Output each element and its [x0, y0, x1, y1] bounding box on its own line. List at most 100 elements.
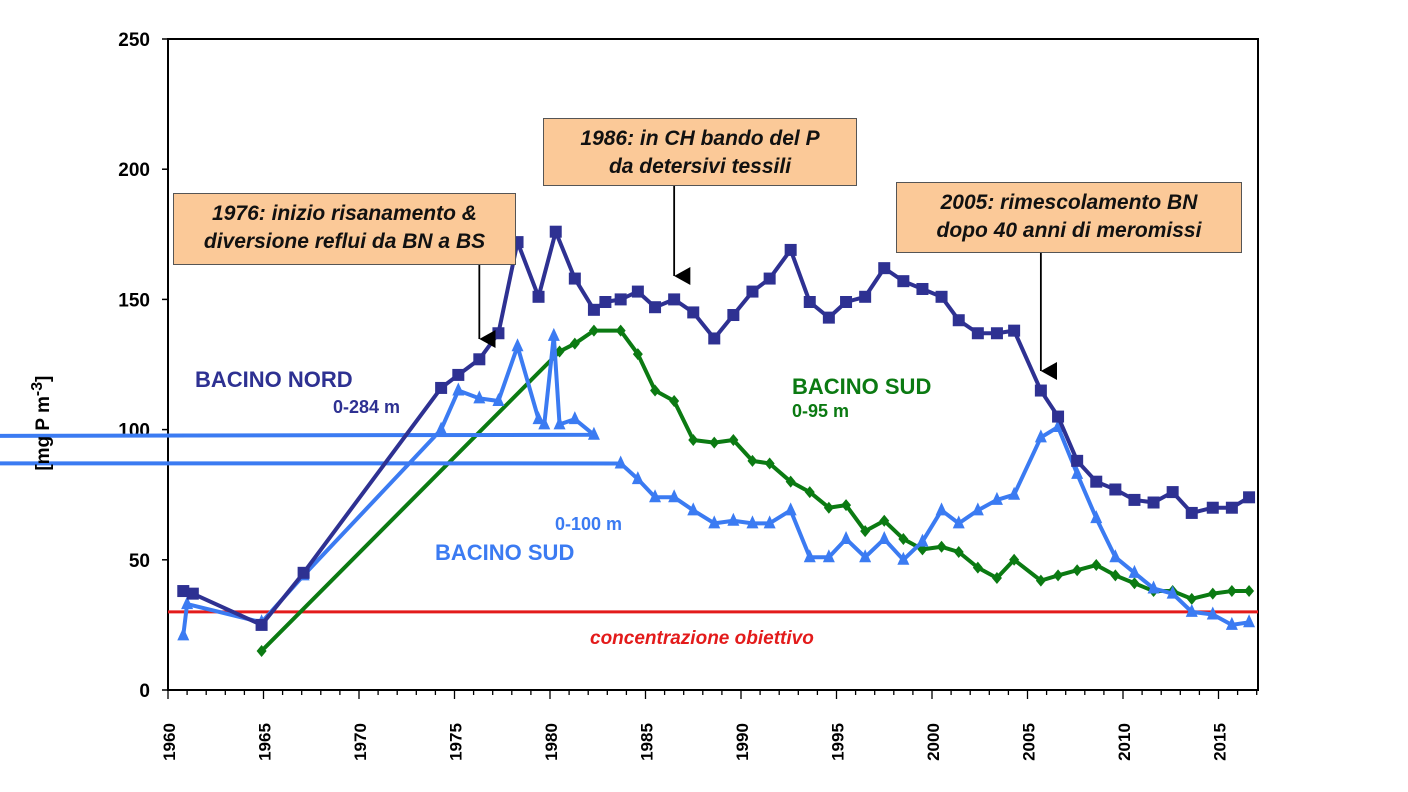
- data-point: [1207, 587, 1218, 600]
- data-point: [1072, 564, 1083, 577]
- data-point: [822, 549, 835, 563]
- data-point: [177, 627, 190, 641]
- data-point: [841, 499, 852, 512]
- data-point: [763, 272, 776, 285]
- data-point: [1225, 501, 1238, 514]
- data-point: [935, 502, 948, 516]
- y-axis-label: [mg P m-3]: [28, 375, 55, 471]
- data-point: [859, 290, 872, 303]
- data-point: [1128, 493, 1141, 506]
- data-point: [935, 290, 948, 303]
- data-point: [1243, 614, 1256, 628]
- data-point: [746, 515, 759, 529]
- data-point: [532, 411, 545, 425]
- data-point: [1034, 429, 1047, 443]
- data-point: [1244, 585, 1255, 598]
- legend-sud95-name: BACINO SUD: [792, 374, 932, 399]
- data-point: [727, 512, 740, 526]
- data-point: [1109, 483, 1122, 496]
- legend-nord-name: BACINO NORD: [195, 367, 353, 392]
- data-point: [669, 394, 680, 407]
- data-point: [1008, 324, 1021, 337]
- data-point: [615, 324, 626, 337]
- data-point: [1185, 506, 1198, 519]
- data-point: [1110, 569, 1121, 582]
- data-point: [879, 514, 890, 527]
- data-point: [1206, 606, 1219, 620]
- data-point: [936, 540, 947, 553]
- data-point: [1109, 549, 1122, 563]
- data-point: [614, 293, 627, 306]
- data-point: [860, 525, 871, 538]
- data-point: [492, 327, 505, 340]
- data-point: [728, 434, 739, 447]
- y-tick-label: 100: [118, 421, 150, 442]
- data-point: [1009, 553, 1020, 566]
- data-point: [568, 272, 581, 285]
- data-point: [859, 549, 872, 563]
- y-tick-label: 0: [139, 681, 150, 702]
- x-tick-label: 2000: [924, 723, 943, 761]
- data-point: [1225, 616, 1238, 630]
- plot-frame: [167, 38, 1259, 691]
- x-tick-label: 2015: [1211, 723, 1230, 761]
- data-point: [1226, 585, 1237, 598]
- data-point: [1052, 410, 1065, 423]
- data-point: [878, 262, 891, 275]
- data-point: [631, 471, 644, 485]
- data-point: [614, 455, 627, 469]
- data-point: [991, 572, 1002, 585]
- data-point: [587, 426, 600, 440]
- data-point: [632, 348, 643, 361]
- annotation-1976: 1976: inizio risanamento & diversione ref…: [173, 193, 516, 265]
- data-point: [473, 390, 486, 404]
- data-point: [687, 502, 700, 516]
- data-point: [553, 416, 566, 430]
- data-point: [804, 486, 815, 499]
- x-tick-label: 1960: [160, 723, 179, 761]
- data-point: [764, 457, 775, 470]
- data-point: [452, 368, 465, 381]
- data-point: [1206, 501, 1219, 514]
- data-point: [435, 421, 448, 435]
- data-point: [953, 545, 964, 558]
- annotation-2005: 2005: rimescolamento BN dopo 40 anni di m…: [896, 182, 1242, 253]
- x-tick-label: 2005: [1020, 723, 1039, 761]
- data-point: [1052, 418, 1065, 432]
- data-point: [1008, 486, 1021, 500]
- data-point: [1185, 603, 1198, 617]
- x-tick-label: 1985: [638, 723, 657, 761]
- data-point: [990, 491, 1003, 505]
- data-point: [803, 549, 816, 563]
- legend-nord-depth: 0-284 m: [333, 397, 401, 417]
- data-point: [1034, 384, 1047, 397]
- data-point: [1090, 475, 1103, 488]
- data-point: [1147, 580, 1160, 594]
- y-tick-label: 200: [118, 160, 150, 181]
- data-point: [971, 327, 984, 340]
- data-point: [898, 532, 909, 545]
- x-tick-label: 1990: [733, 723, 752, 761]
- data-point: [784, 502, 797, 516]
- x-tick-label: 1970: [351, 723, 370, 761]
- data-point: [650, 384, 661, 397]
- data-point: [255, 618, 268, 631]
- data-point: [709, 436, 720, 449]
- data-point: [822, 311, 835, 324]
- legend-sud100-name: BACINO SUD: [435, 540, 575, 565]
- data-point: [971, 502, 984, 516]
- data-point: [186, 587, 199, 600]
- target-label: concentrazione obiettivo: [590, 628, 814, 649]
- data-point: [823, 501, 834, 514]
- data-point: [1129, 577, 1140, 590]
- x-tick-label: 1975: [447, 723, 466, 761]
- data-point: [687, 306, 700, 319]
- data-point: [473, 353, 486, 366]
- data-point: [878, 530, 891, 544]
- data-point: [668, 489, 681, 503]
- data-point: [1071, 454, 1084, 467]
- data-point: [181, 596, 194, 610]
- x-tick-label: 1965: [256, 723, 275, 761]
- data-point: [952, 314, 965, 327]
